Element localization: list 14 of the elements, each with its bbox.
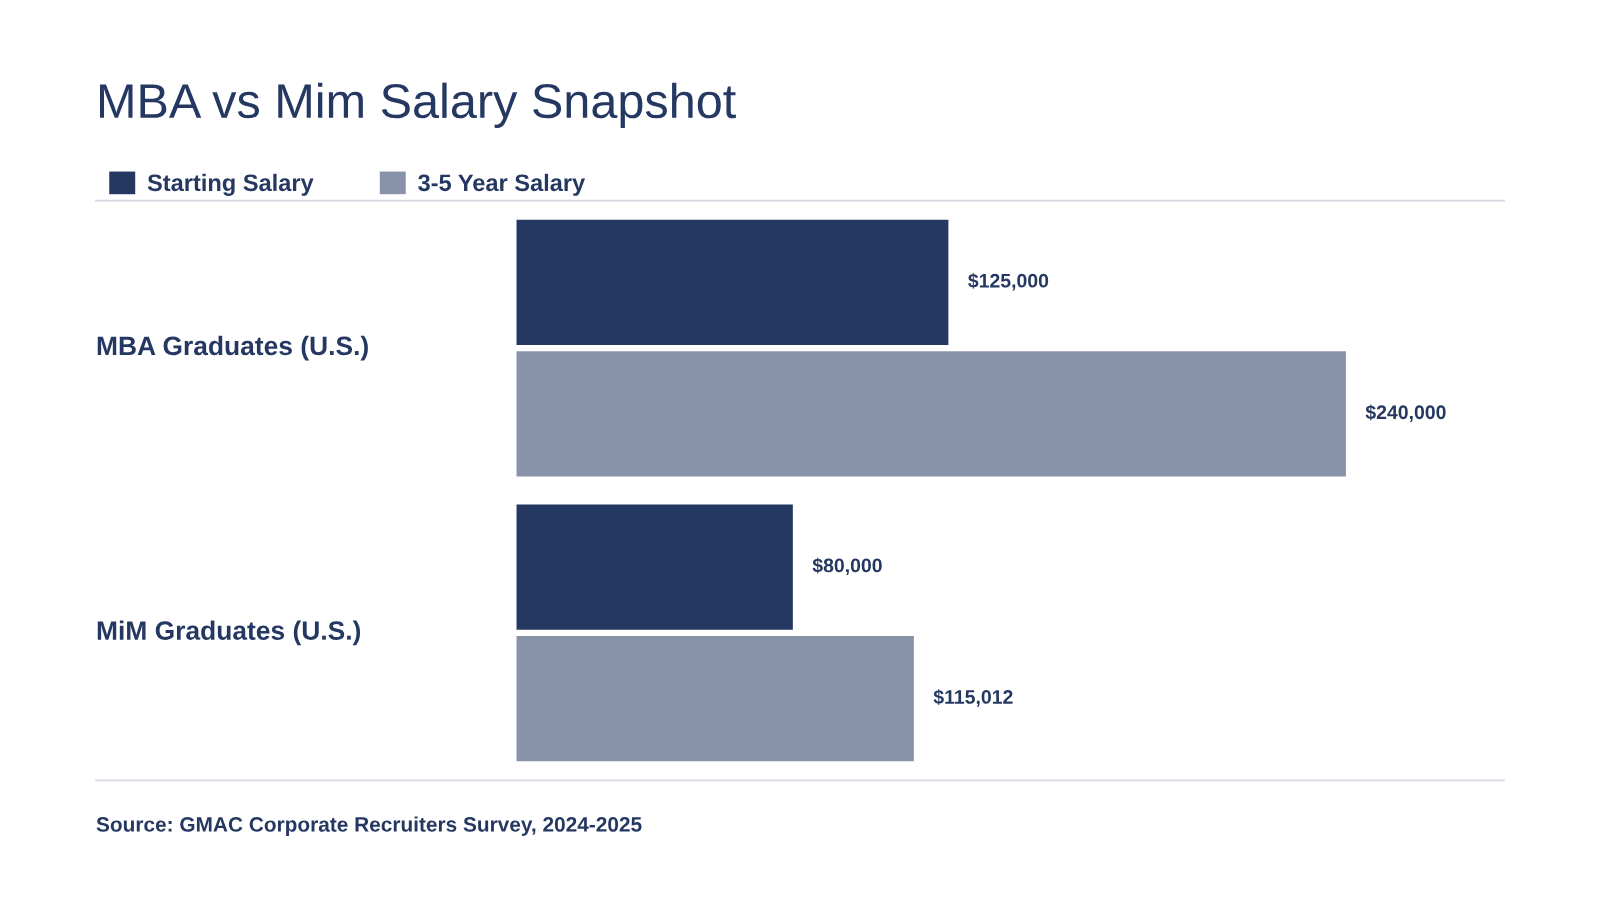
- legend-label: Starting Salary: [147, 173, 314, 196]
- y-tick-label: MiM Graduates (U.S.): [97, 620, 361, 646]
- data-label: $115,012: [933, 689, 1013, 707]
- bar: [516, 219, 949, 346]
- bar: [516, 635, 914, 762]
- source-note: Source: GMAC Corporate Recruiters Survey, 2024-2025: [96, 816, 642, 836]
- data-label: $80,000: [812, 557, 882, 576]
- data-label: $125,000: [968, 273, 1049, 291]
- data-label: $240,000: [1365, 404, 1446, 422]
- legend-label: 3-5 Year Salary: [418, 173, 586, 196]
- y-tick-label: MBA Graduates (U.S.): [97, 335, 368, 361]
- bar: [516, 351, 1346, 477]
- bar: [516, 504, 793, 630]
- chart-title: MBA vs Mim Salary Snapshot: [99, 82, 736, 128]
